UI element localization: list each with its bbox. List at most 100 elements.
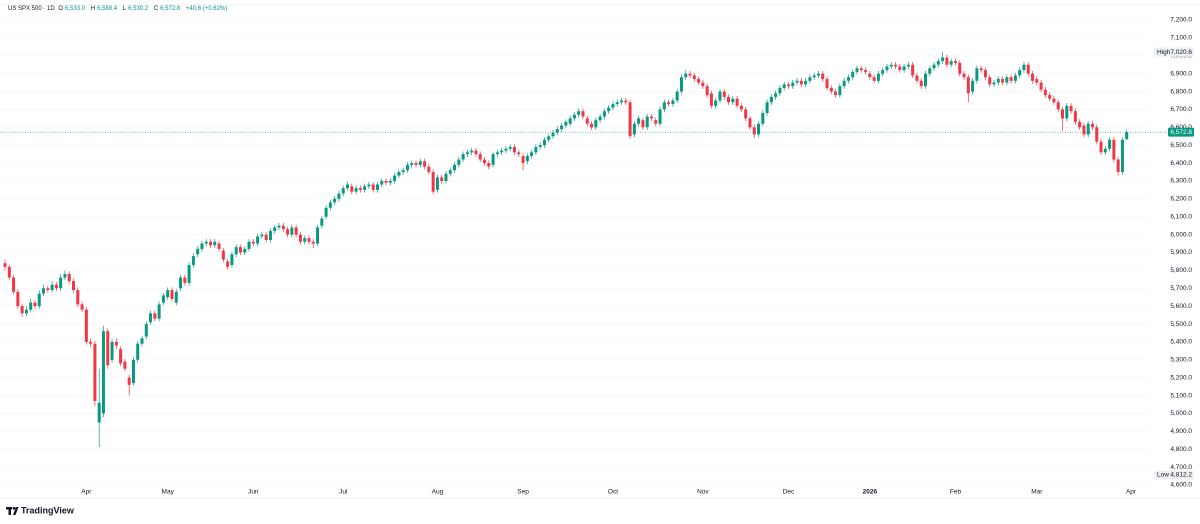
candle-body — [671, 100, 675, 105]
x-tick-label: Sep — [517, 489, 529, 496]
candle-body — [448, 170, 452, 174]
open-value: 6,533.0 — [65, 6, 86, 12]
high-marker-value: 7,020.6 — [1170, 49, 1192, 56]
candle-body — [50, 284, 54, 291]
x-tick-label: Oct — [608, 489, 618, 496]
high-label: H — [90, 6, 96, 12]
candle-body — [512, 146, 516, 153]
candle-body — [517, 152, 521, 155]
candle-body — [1043, 89, 1047, 96]
candle-body — [495, 152, 499, 155]
candle-body — [1120, 139, 1124, 173]
candle-body — [1112, 139, 1116, 160]
candle-body — [825, 79, 829, 88]
candle-body — [851, 71, 855, 78]
candle-body — [868, 73, 872, 78]
candle-body — [358, 188, 362, 190]
candle-body — [667, 102, 671, 105]
candle-body — [769, 96, 773, 103]
candle-body — [855, 68, 859, 72]
candle-body — [821, 73, 825, 80]
candle-body — [12, 277, 16, 292]
x-tick-label: Feb — [950, 489, 962, 496]
candle-body — [996, 79, 1000, 83]
y-tick-label: 7,200.0 — [1170, 17, 1192, 24]
candle-body — [20, 306, 24, 314]
x-tick-label: Jul — [339, 489, 348, 496]
candle-body — [962, 73, 966, 78]
x-tick-label: Apr — [81, 489, 92, 496]
candle-body — [718, 91, 722, 101]
candle-body — [435, 177, 439, 190]
y-tick-label: 5,500.0 — [1170, 321, 1192, 328]
close-value: 6,572.8 — [160, 6, 181, 12]
candle-body — [778, 87, 782, 94]
candle-body — [478, 154, 482, 160]
candle-body — [453, 164, 457, 171]
candle-body — [697, 79, 701, 83]
candle-body — [46, 288, 50, 291]
candle-body — [170, 290, 174, 299]
candle-body — [1039, 82, 1043, 90]
candle-body — [500, 150, 504, 153]
candle-body — [427, 166, 431, 173]
candle-body — [885, 66, 889, 71]
candle-body — [80, 304, 84, 310]
candle-body — [590, 123, 594, 128]
candle-body — [1026, 64, 1030, 74]
candle-body — [765, 102, 769, 113]
candle-body — [264, 234, 268, 240]
y-tick-label: 4,800.0 — [1170, 446, 1192, 453]
y-tick-label: 6,400.0 — [1170, 160, 1192, 167]
candle-body — [722, 91, 726, 97]
candle-body — [1022, 64, 1026, 71]
open-label: O — [58, 6, 64, 12]
candle-body — [33, 302, 37, 307]
candle-body — [757, 123, 761, 135]
candle-body — [872, 77, 876, 81]
candle-body — [1116, 159, 1120, 173]
candle-body — [42, 288, 46, 294]
y-tick-label: 5,000.0 — [1170, 410, 1192, 417]
y-tick-label: 6,800.0 — [1170, 88, 1192, 95]
candle-body — [209, 241, 213, 246]
candle-body — [611, 104, 615, 108]
candle-body — [183, 277, 187, 283]
candle-body — [915, 75, 919, 81]
candle-body — [431, 172, 435, 192]
candles — [3, 52, 1129, 448]
low-marker-bg — [1154, 470, 1194, 480]
candle-body — [607, 107, 611, 112]
candle-body — [136, 343, 140, 360]
candle-body — [530, 152, 534, 156]
y-tick-label: 4,600.0 — [1170, 482, 1192, 489]
candle-body — [975, 68, 979, 81]
candle-body — [144, 324, 148, 337]
candle-body — [337, 193, 341, 199]
candle-body — [679, 77, 683, 92]
x-tick-label: Apr — [1126, 489, 1137, 496]
candle-body — [941, 57, 945, 62]
candle-body — [354, 188, 358, 192]
candle-body — [898, 66, 902, 71]
candle-body — [804, 80, 808, 85]
candle-body — [311, 241, 315, 244]
candle-body — [281, 225, 285, 230]
candle-body — [316, 227, 320, 244]
candle-body — [774, 93, 778, 97]
candle-body — [346, 184, 350, 189]
candle-body — [620, 100, 624, 103]
candle-body — [174, 291, 178, 303]
x-tick-label: May — [162, 489, 175, 496]
candle-body — [919, 80, 923, 87]
candle-body — [7, 266, 11, 278]
candle-body — [341, 188, 345, 194]
candle-body — [735, 98, 739, 106]
candle-body — [221, 250, 225, 260]
candle-body — [59, 277, 63, 289]
candle-body — [808, 77, 812, 81]
candle-body — [701, 82, 705, 87]
candle-body — [645, 116, 649, 128]
candle-body — [470, 150, 474, 153]
y-tick-label: 6,300.0 — [1170, 178, 1192, 185]
